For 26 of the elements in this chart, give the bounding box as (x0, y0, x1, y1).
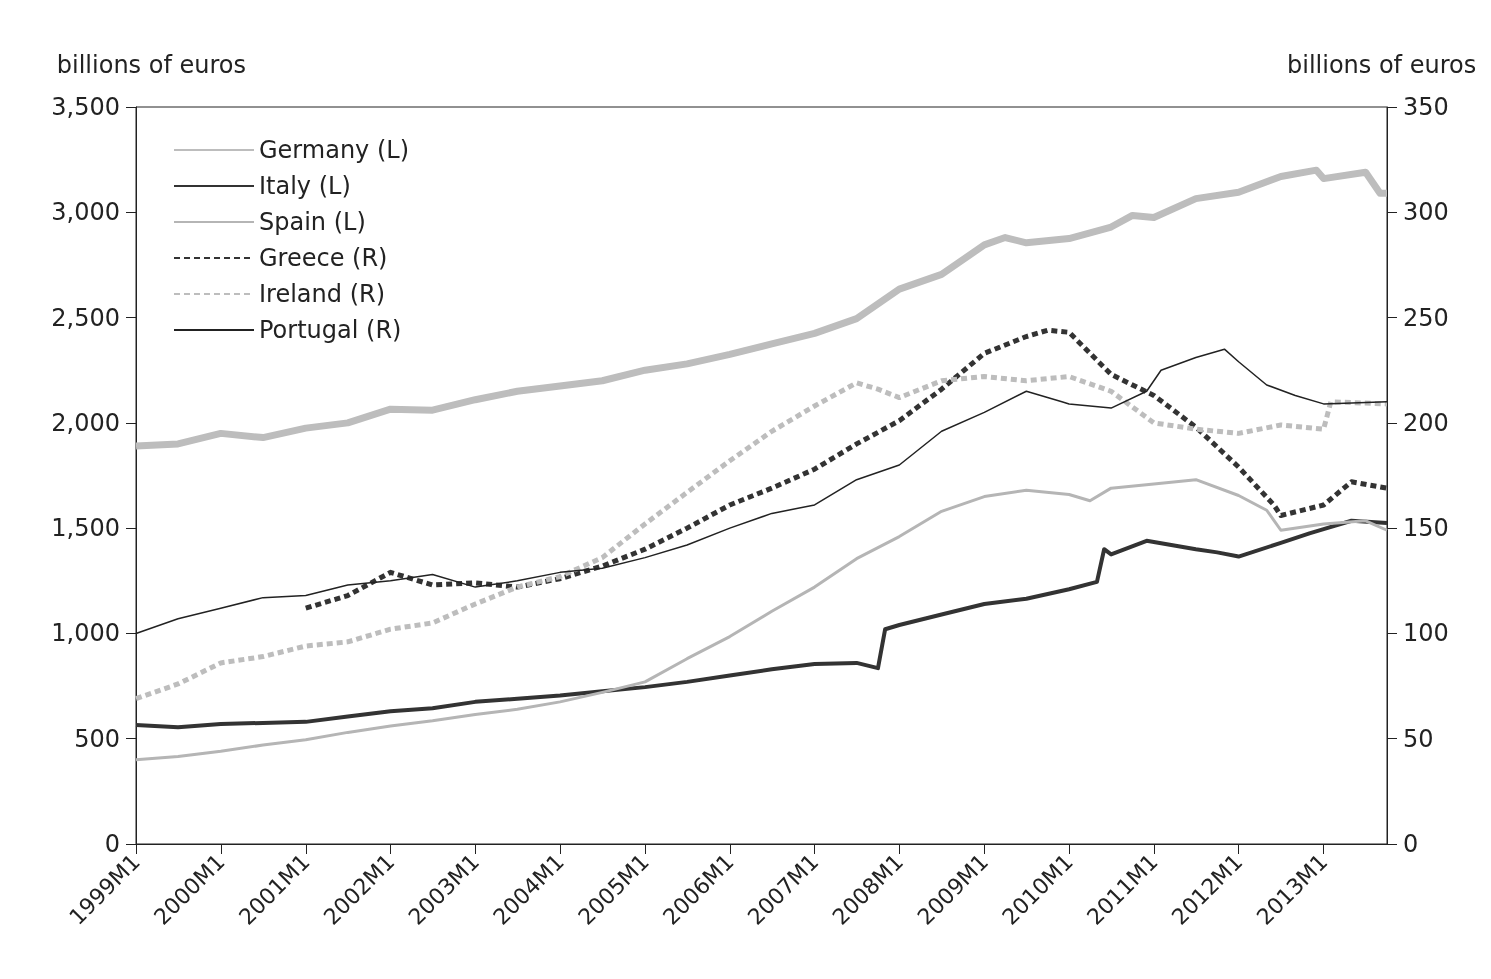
y2-tick-label: 300 (1403, 198, 1449, 227)
y2-tick-label: 50 (1403, 724, 1434, 753)
legend-label: Ireland (R) (259, 280, 386, 308)
legend-label: Greece (R) (259, 244, 388, 272)
y2-tick-label: 100 (1403, 619, 1449, 648)
y2-axis-title: billions of euros (1287, 51, 1477, 79)
line-series (134, 518, 1389, 730)
y-axis-title: billions of euros (56, 51, 246, 79)
y-tick-label: 1,500 (51, 514, 120, 543)
line-series (134, 478, 1389, 762)
y2-tick-label: 250 (1403, 303, 1449, 332)
y-tick-label: 0 (104, 830, 120, 858)
legend-label: Italy (L) (259, 172, 351, 200)
legend-label: Portugal (R) (259, 316, 402, 344)
y-tick-label: 2,000 (51, 408, 120, 437)
y-tick-label: 3,000 (51, 198, 120, 227)
legend-label: Spain (L) (259, 208, 366, 236)
y-tick-label: 3,500 (51, 93, 120, 121)
y2-tick-label: 0 (1403, 830, 1419, 858)
legend-label: Germany (L) (259, 136, 410, 164)
y2-tick-label: 350 (1403, 93, 1449, 121)
y-tick-label: 2,500 (51, 303, 120, 332)
y2-tick-label: 200 (1403, 408, 1449, 437)
y2-tick-label: 150 (1403, 514, 1449, 543)
y-tick-label: 1,000 (51, 619, 120, 648)
y-tick-label: 500 (74, 724, 120, 753)
